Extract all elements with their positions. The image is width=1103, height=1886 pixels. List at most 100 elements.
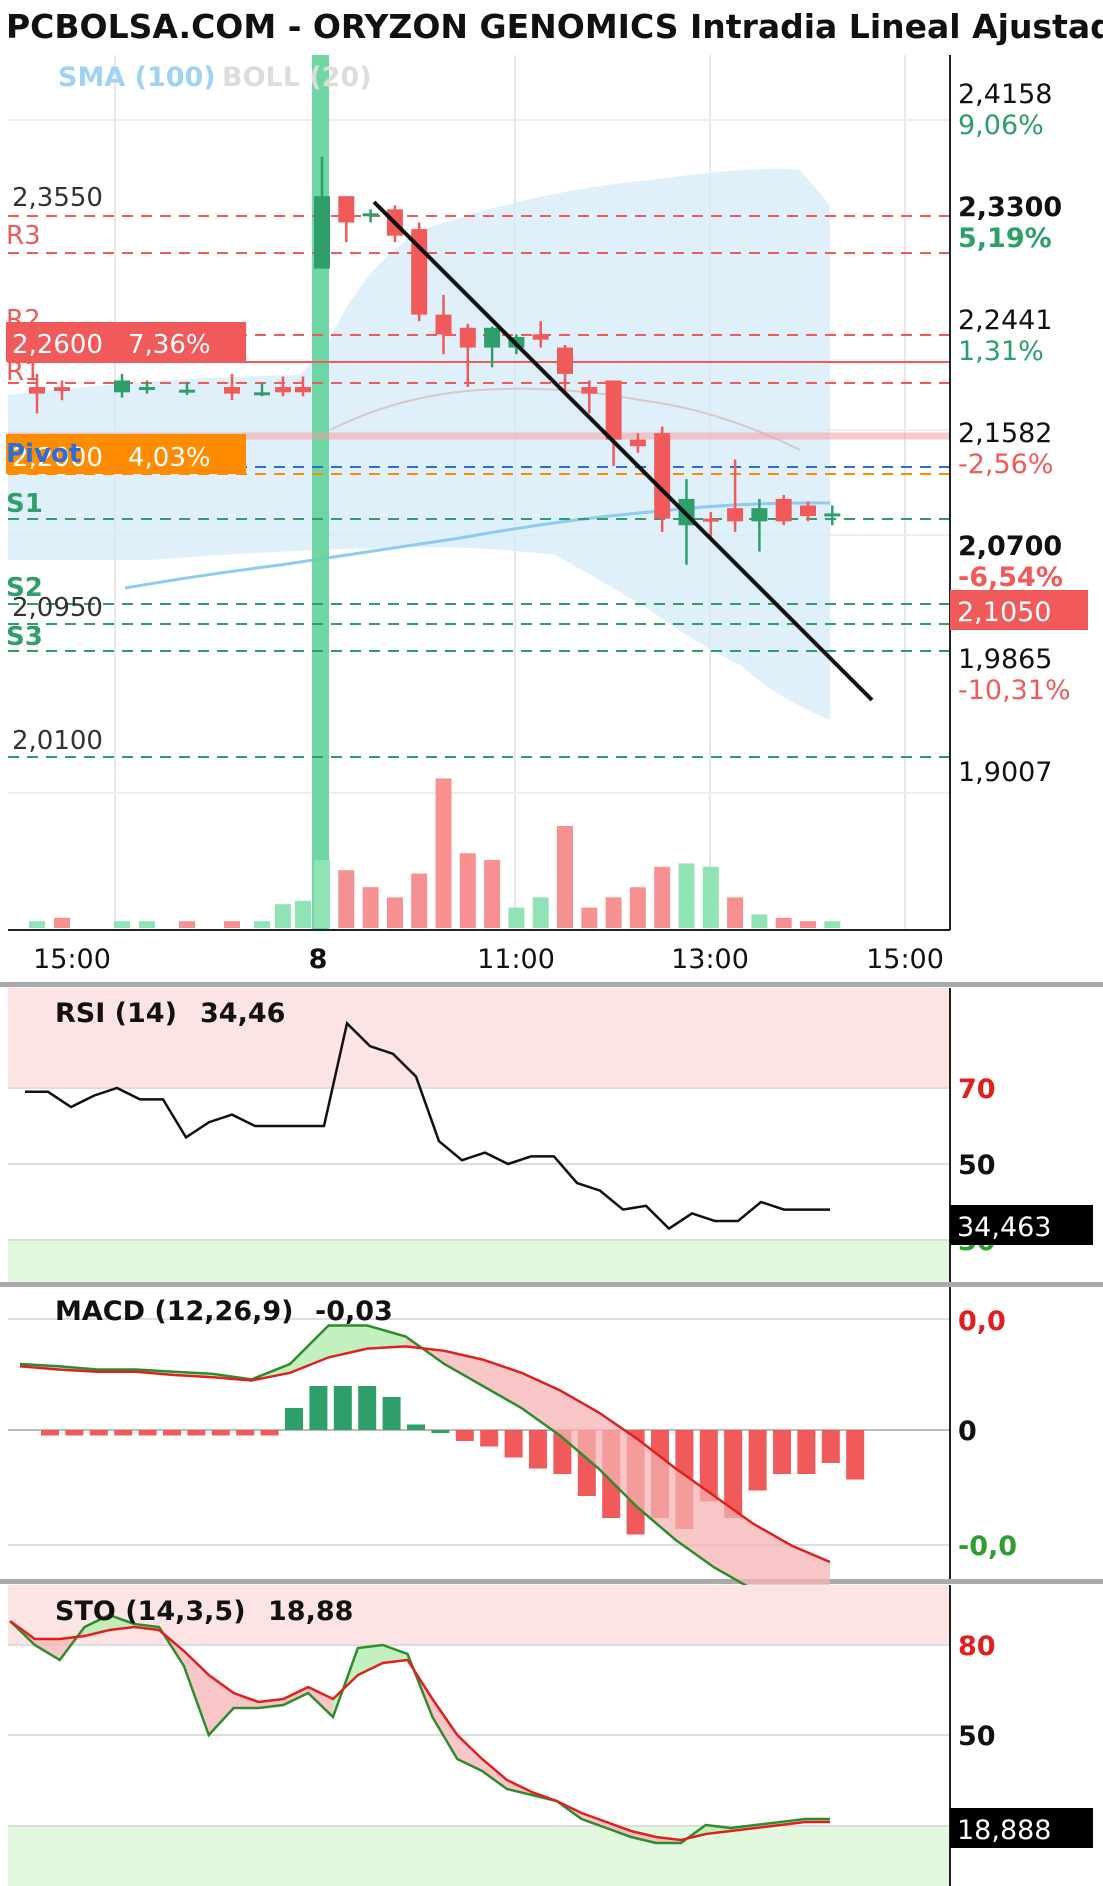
volume-bar [557, 826, 573, 928]
macd-histogram-bar [65, 1430, 84, 1436]
volume-bar [362, 887, 379, 928]
price-panel: 2,3550 R3 R2 2,2600 7,36% R1 2,2000 4,03… [6, 55, 1088, 975]
price-axis-pct: -10,31% [958, 675, 1071, 706]
macd-histogram-bar [187, 1430, 206, 1436]
candle-body [29, 387, 45, 394]
macd-histogram-bar [480, 1430, 499, 1447]
volume-bar [775, 917, 792, 928]
candle-body [224, 387, 240, 394]
sto-label: STO (14,3,5) [55, 1596, 246, 1627]
macd-histogram-bar [89, 1430, 108, 1436]
sma-100-line [124, 501, 831, 590]
volume-bar [508, 907, 525, 928]
trend-line [372, 200, 874, 702]
macd-histogram-bar [407, 1424, 425, 1430]
macd-fill-bearish [405, 1336, 830, 1606]
volume-bar [459, 853, 476, 928]
volume-bar [581, 907, 598, 928]
macd-histogram-bar [309, 1386, 328, 1430]
candle-body [824, 513, 841, 517]
time-label: 15:00 [866, 944, 944, 975]
macd-line [19, 1324, 831, 1608]
current-price-badge [950, 590, 1088, 630]
level-label-pivot: Pivot [6, 439, 81, 469]
candle-body [114, 380, 130, 393]
candle-body [295, 387, 311, 393]
rsi-value: 34,46 [200, 998, 285, 1029]
day-separator-bar [312, 55, 329, 930]
level-lines [8, 215, 950, 758]
candle-body [484, 327, 501, 348]
macd-histogram-bar [382, 1397, 401, 1430]
volume-bar [338, 870, 355, 928]
candle-body [435, 314, 452, 335]
volume-bar [727, 897, 744, 928]
volume-bar [824, 921, 841, 928]
current-price-value: 2,1050 [957, 597, 1051, 628]
macd-level-zero: 0 [958, 1416, 977, 1447]
macd-histogram-bar [846, 1430, 865, 1480]
price-axis-label: 2,4158 [958, 79, 1052, 110]
pivot-box-value: 2,2000 [12, 443, 103, 473]
rsi-line [25, 1020, 830, 1231]
time-label: 8 [309, 944, 328, 975]
macd-histogram-bar [138, 1430, 157, 1436]
sto-oversold-zone [8, 1826, 950, 1886]
macd-histogram-bar [431, 1430, 450, 1433]
pivot-box [6, 434, 246, 474]
macd-histogram-bar [455, 1430, 474, 1441]
sto-fill-bullish [84, 1615, 830, 1843]
level-labels: 2,3550 R3 R2 2,2600 7,36% R1 2,2000 4,03… [6, 183, 246, 756]
price-axis-pct: 1,31% [958, 336, 1044, 367]
candle-body [54, 387, 70, 391]
candle-body [727, 508, 744, 522]
rsi-current-value: 34,463 [957, 1212, 1051, 1243]
level-label-r1: R1 [6, 357, 41, 387]
volume-bar [800, 921, 816, 928]
volume-bar [629, 887, 646, 928]
macd-histogram-bar [285, 1408, 303, 1430]
macd-histogram-bar [260, 1430, 279, 1436]
macd-value: -0,03 [315, 1296, 393, 1327]
price-axis-pct: 9,06% [958, 110, 1044, 141]
rsi-overbought-zone [8, 988, 950, 1088]
volume-bar [139, 921, 155, 928]
candle-body [800, 505, 816, 517]
volume-bar [54, 917, 70, 928]
volume-bar [114, 921, 130, 928]
macd-label: MACD (12,26,9) [55, 1296, 294, 1327]
macd-histogram-bar [699, 1430, 718, 1502]
sto-current-badge [950, 1808, 1093, 1848]
volume-bar [275, 904, 291, 928]
sto-panel: STO (14,3,5) 18,88 80 50 18,888 [8, 1585, 1093, 1886]
bollinger-band [8, 168, 830, 720]
macd-histogram-bar [797, 1430, 816, 1474]
time-label: 13:00 [671, 944, 749, 975]
volume-bar [751, 914, 768, 928]
macd-histogram-bar [211, 1430, 230, 1436]
volume-bar [179, 921, 195, 928]
volume-bar [254, 921, 270, 928]
volume-bar [314, 860, 330, 928]
macd-histogram-bar [504, 1430, 523, 1458]
price-axis-label: 2,1582 [958, 418, 1052, 449]
level-label-s3: S3 [6, 622, 43, 652]
macd-histogram-bar [163, 1430, 181, 1436]
volume-bar [386, 897, 403, 928]
price-axis: 2,41589,06%2,33005,19%2,24411,31%2,1582-… [958, 79, 1071, 788]
volume-bar [224, 921, 240, 928]
volume-bar [702, 866, 719, 928]
macd-histogram-bar [821, 1430, 840, 1463]
rsi-oversold-zone [8, 1240, 950, 1282]
volume-bars [29, 778, 841, 928]
candle-body [702, 518, 719, 522]
volume-bar [532, 897, 549, 928]
level-label-s2: S2 [6, 573, 43, 603]
volume-bar [654, 866, 671, 928]
candle-body [275, 387, 291, 393]
candle-body [338, 196, 355, 223]
macd-histogram-bar [773, 1430, 791, 1474]
price-axis-label: 2,2441 [958, 305, 1052, 336]
macd-histogram-bar [114, 1430, 133, 1436]
macd-histogram-bar [358, 1386, 377, 1430]
